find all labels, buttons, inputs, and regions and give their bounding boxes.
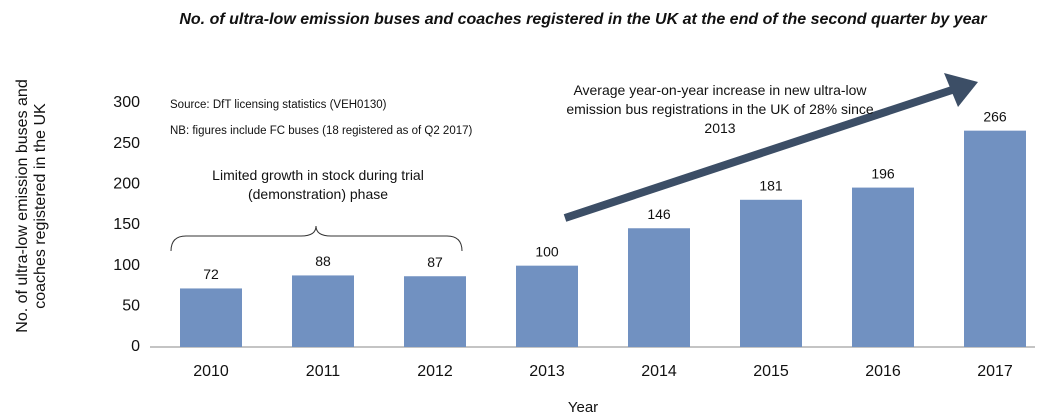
x-tick-label: 2011 [306, 363, 341, 380]
data-label: 100 [535, 243, 559, 259]
x-tick-label: 2013 [529, 363, 565, 380]
trend-arrow [563, 86, 954, 222]
bar [180, 288, 242, 347]
data-label: 88 [315, 253, 331, 269]
bar [852, 187, 914, 347]
data-label: 146 [647, 206, 671, 222]
arrow-head [944, 73, 978, 107]
x-tick-label: 2016 [865, 363, 901, 380]
x-axis-label: Year [567, 399, 599, 416]
x-tick-label: 2014 [641, 363, 677, 380]
bar [516, 265, 578, 347]
y-tick-label: 150 [113, 216, 140, 233]
data-label: 72 [203, 266, 219, 282]
x-tick-label: 2015 [753, 363, 789, 380]
brace [170, 225, 463, 252]
annotation: NB: figures include FC buses (18 registe… [170, 125, 473, 137]
bar [964, 130, 1026, 347]
chart-title: No. of ultra-low emission buses and coac… [179, 11, 987, 28]
y-tick-label: 200 [113, 176, 140, 193]
bar [404, 276, 466, 347]
y-tick-label: 0 [131, 338, 140, 355]
y-tick-label: 300 [113, 94, 140, 111]
bar [628, 228, 690, 347]
x-tick-label: 2017 [977, 363, 1013, 380]
y-tick-label: 250 [113, 135, 140, 152]
x-tick-label: 2012 [417, 363, 453, 380]
annotation: Average year-on-year increase in new ult… [566, 82, 874, 136]
data-label: 181 [759, 177, 783, 193]
y-axis-label: No. of ultra-low emission buses and coac… [14, 79, 49, 333]
y-tick-label: 50 [122, 298, 140, 315]
bar [292, 275, 354, 347]
data-label: 87 [427, 254, 443, 270]
bar [740, 199, 802, 347]
data-label: 266 [983, 108, 1007, 124]
annotation: Source: DfT licensing statistics (VEH013… [170, 99, 387, 111]
x-tick-label: 2010 [193, 363, 229, 380]
annotation: Limited growth in stock during trial (de… [212, 167, 424, 202]
y-tick-label: 100 [113, 257, 140, 274]
data-label: 196 [871, 165, 895, 181]
